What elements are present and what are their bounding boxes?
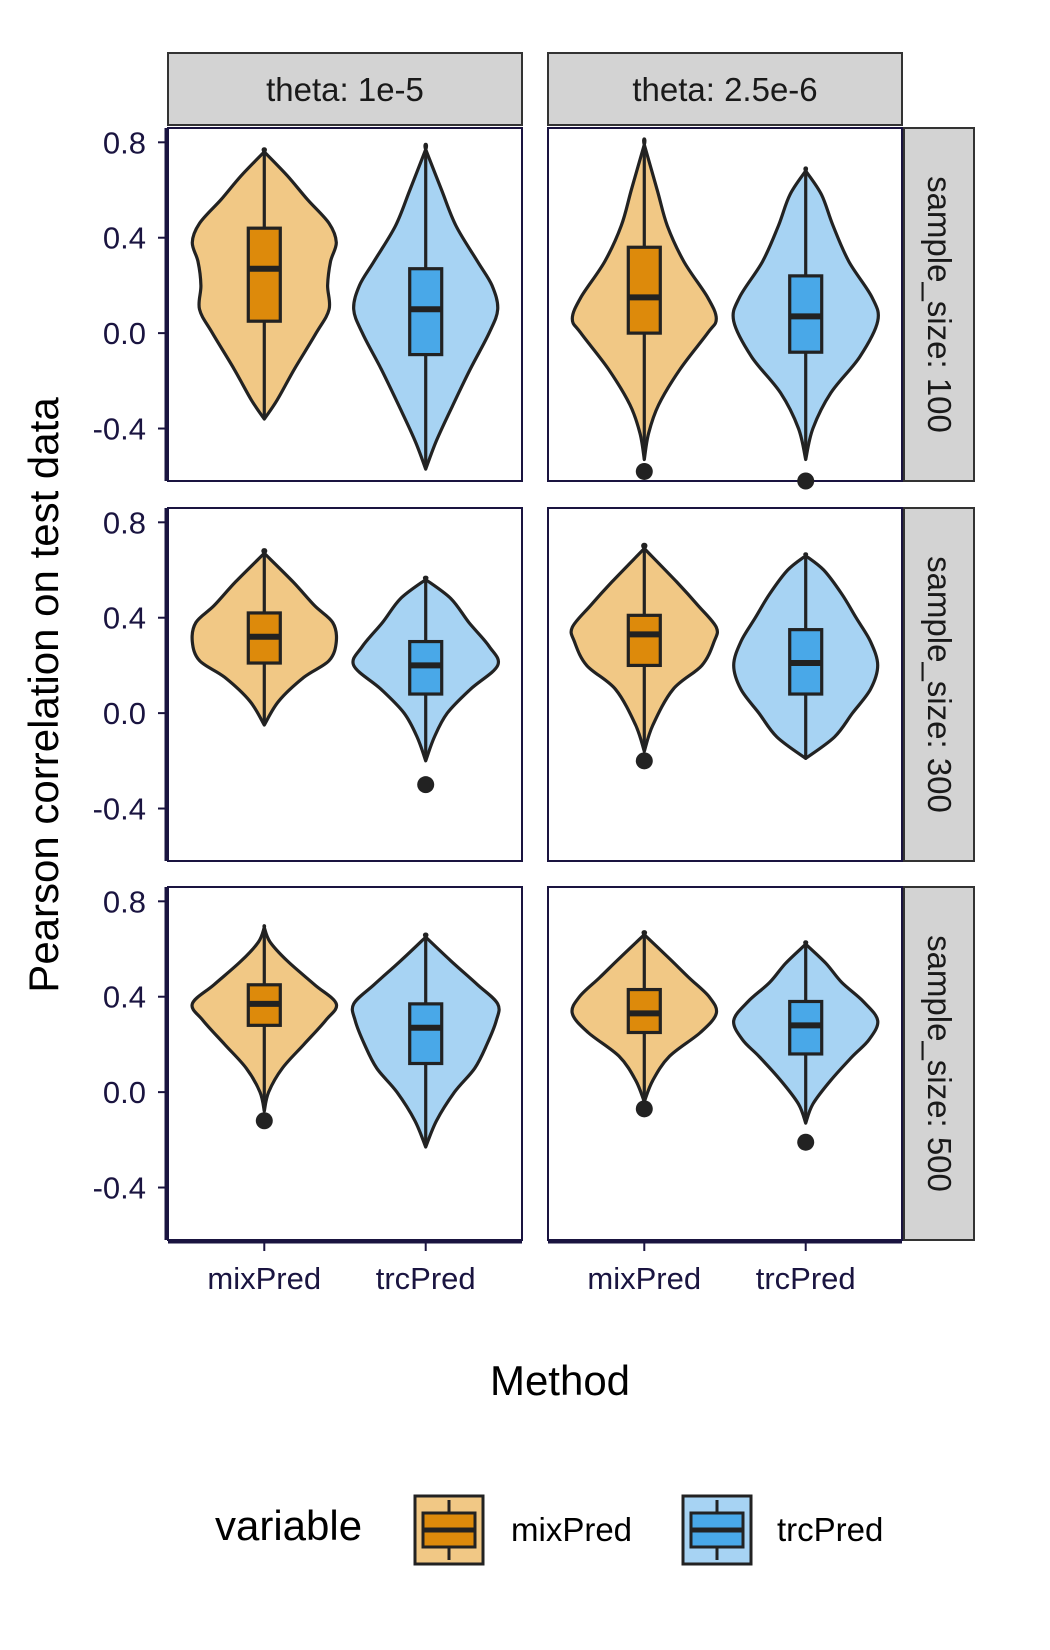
outlier-point	[417, 776, 435, 794]
facet-strip-row	[903, 127, 975, 482]
facet-strip-row-label: sample_size: 100	[921, 176, 958, 433]
legend-title: variable	[215, 1502, 362, 1549]
legend-label-trcPred: trcPred	[777, 1511, 883, 1548]
box-mixPred	[626, 613, 662, 668]
x-tick-label: trcPred	[376, 1261, 476, 1296]
y-tick-label: 0.0	[103, 696, 146, 731]
y-tick-label: -0.4	[93, 1171, 146, 1206]
facet-strip-row	[903, 507, 975, 862]
legend: variable mixPred trcPred	[215, 1494, 883, 1566]
facet-strip-col-label: theta: 1e-5	[266, 71, 424, 108]
outlier-point	[635, 752, 653, 770]
y-tick-label: -0.4	[93, 412, 146, 447]
x-tick-label: mixPred	[587, 1261, 701, 1296]
outlier-point	[635, 462, 653, 480]
outlier-point	[635, 1100, 653, 1118]
facet-strip-row-label: sample_size: 300	[921, 556, 958, 813]
box-mixPred	[246, 226, 282, 323]
facet-strip-col	[547, 52, 903, 126]
box-mixPred	[626, 245, 662, 335]
y-tick-label: 0.8	[103, 125, 146, 160]
y-tick-label: 0.8	[103, 884, 146, 919]
y-tick-label: 0.0	[103, 316, 146, 351]
y-tick-label: 0.4	[103, 601, 146, 636]
facet-strip-col	[167, 52, 523, 126]
y-tick-label: 0.4	[103, 221, 146, 256]
x-axis-title: Method	[490, 1357, 630, 1404]
outlier-point	[255, 1112, 273, 1130]
box-trcPred	[408, 1002, 444, 1066]
y-tick-label: 0.8	[103, 505, 146, 540]
outlier-point	[797, 472, 815, 490]
y-tick-label: 0.4	[103, 980, 146, 1015]
facet-strip-row	[903, 886, 975, 1241]
facet-strip-col-label: theta: 2.5e-6	[632, 71, 817, 108]
legend-label-mixPred: mixPred	[511, 1511, 632, 1548]
facet-strip-row-label: sample_size: 500	[921, 935, 958, 1192]
x-tick-label: mixPred	[207, 1261, 321, 1296]
y-tick-label: 0.0	[103, 1075, 146, 1110]
y-tick-label: -0.4	[93, 792, 146, 827]
x-tick-label: trcPred	[756, 1261, 856, 1296]
panel-background	[547, 886, 903, 1241]
outlier-point	[797, 1133, 815, 1151]
y-axis-title: Pearson correlation on test data	[20, 397, 67, 993]
